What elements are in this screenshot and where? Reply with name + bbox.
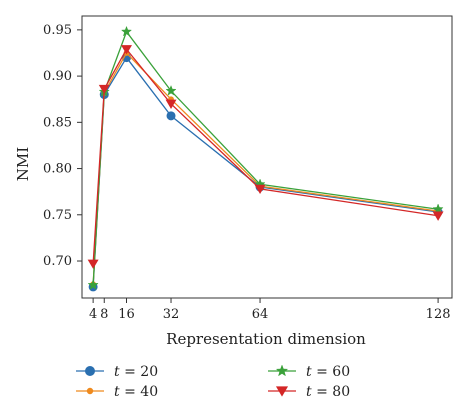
legend-equals: =: [312, 364, 333, 380]
data-point: [98, 84, 110, 95]
data-point: [165, 99, 177, 109]
series-line: [92, 51, 439, 285]
data-point: [432, 203, 444, 215]
legend-value: 80: [332, 384, 350, 400]
series-t-60: [87, 25, 444, 290]
data-point: [432, 211, 444, 221]
legend-label: t = 40: [114, 384, 158, 400]
data-point: [87, 259, 99, 269]
y-axis-label: NMI: [14, 147, 32, 181]
x-axis-label: Representation dimension: [166, 330, 366, 348]
legend-equals: =: [120, 384, 141, 400]
data-point: [254, 184, 266, 195]
data-point: [165, 84, 177, 96]
x-tick-label: 16: [118, 307, 135, 322]
legend: t = 20t = 40t = 60t = 80: [76, 364, 350, 400]
legend-item: t = 40: [76, 384, 158, 400]
legend-label: t = 80: [306, 384, 350, 400]
legend-item: t = 60: [268, 364, 350, 380]
y-tick-label: 0.85: [43, 115, 72, 130]
legend-variable: t: [306, 384, 312, 400]
legend-item: t = 20: [76, 364, 158, 380]
legend-marker: [275, 364, 289, 377]
legend-variable: t: [114, 364, 120, 380]
legend-label: t = 20: [114, 364, 158, 380]
series-t-20: [88, 53, 443, 292]
legend-equals: =: [312, 384, 333, 400]
series-line: [92, 48, 439, 264]
legend-equals: =: [120, 364, 141, 380]
plot-area-frame: [81, 15, 453, 299]
legend-variable: t: [306, 364, 312, 380]
data-point: [166, 111, 176, 121]
x-tick-label: 64: [252, 307, 269, 322]
legend-value: 40: [140, 384, 158, 400]
legend-variable: t: [114, 384, 120, 400]
legend-marker: [85, 366, 95, 376]
series-line: [92, 30, 439, 286]
x-tick-label: 8: [100, 307, 108, 322]
legend-value: 20: [140, 364, 158, 380]
y-tick-label: 0.80: [43, 162, 72, 177]
legend-item: t = 80: [268, 384, 350, 400]
legend-label: t = 60: [306, 364, 350, 380]
y-tick-label: 0.90: [43, 69, 72, 84]
series-t-80: [87, 45, 444, 269]
y-tick-label: 0.75: [43, 208, 72, 223]
x-tick-label: 32: [163, 307, 180, 322]
y-tick-label: 0.70: [43, 254, 72, 269]
x-tick-label: 4: [89, 307, 97, 322]
legend-marker: [275, 386, 289, 397]
legend-value: 60: [332, 364, 350, 380]
data-point: [87, 279, 99, 290]
series-t-40: [90, 50, 441, 288]
data-point: [120, 25, 133, 37]
data-point: [121, 45, 132, 55]
legend-marker: [86, 387, 94, 395]
series-line: [92, 56, 439, 287]
y-tick-label: 0.95: [43, 23, 72, 38]
x-tick-label: 128: [426, 307, 451, 322]
